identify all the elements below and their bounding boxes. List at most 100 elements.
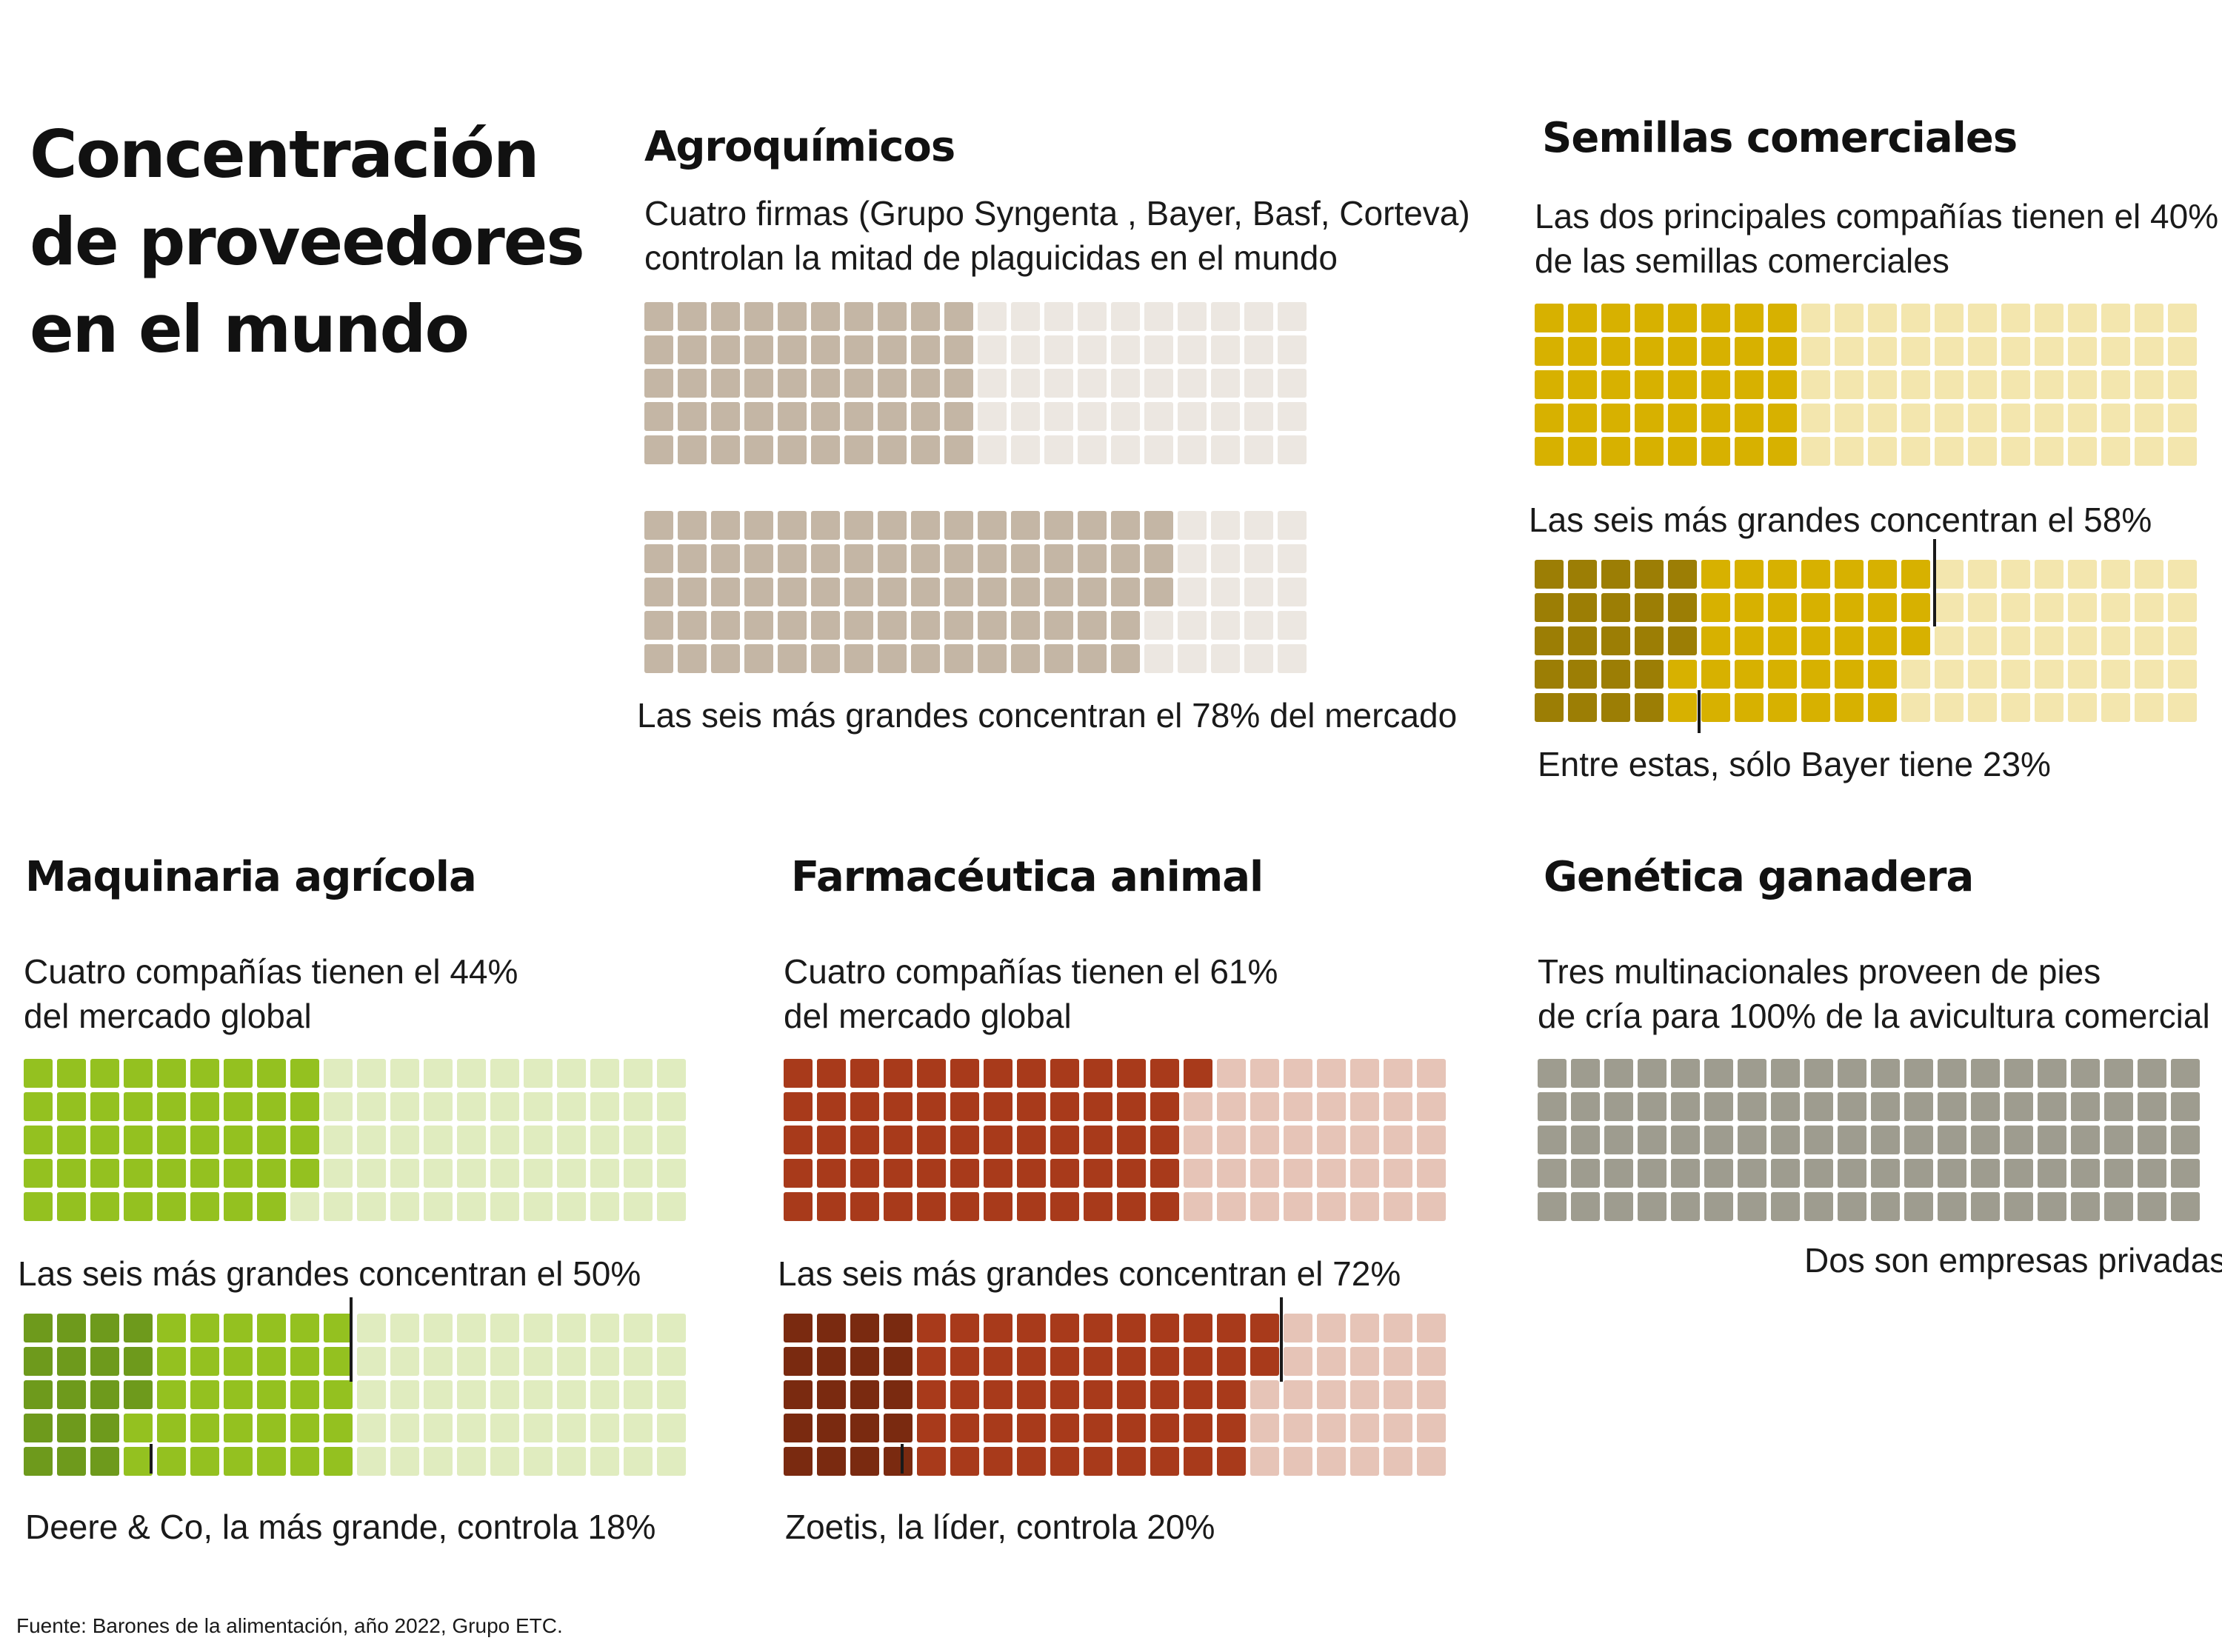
waffle-cell-empty — [557, 1126, 586, 1154]
waffle-cell-segment-1 — [744, 578, 773, 606]
waffle-cell-segment-2 — [1050, 1314, 1079, 1342]
waffle-cell-segment-1 — [1144, 578, 1173, 606]
waffle-cell-empty — [457, 1447, 486, 1476]
waffle-cell-empty — [557, 1314, 586, 1342]
waffle-cell-segment-2 — [1017, 1347, 1046, 1376]
waffle-cell-empty — [1278, 402, 1307, 431]
waffle-cell-empty — [424, 1347, 453, 1376]
waffle-cell-segment-2 — [290, 1447, 319, 1476]
waffle-cell-segment-1 — [1078, 511, 1107, 540]
waffle-cell-empty — [624, 1414, 653, 1442]
waffle-cell-segment-1 — [1017, 1126, 1046, 1154]
waffle-cell-empty — [590, 1380, 619, 1409]
waffle-cell-segment-1 — [744, 644, 773, 673]
semillas-title: Semillas comerciales — [1542, 114, 2018, 162]
waffle-cell-empty — [1217, 1092, 1246, 1121]
waffle-cell-segment-1 — [1571, 1059, 1600, 1088]
waffle-cell-empty — [1935, 337, 1964, 366]
waffle-cell-empty — [1350, 1092, 1379, 1121]
waffle-cell-segment-1 — [1568, 337, 1597, 366]
waffle-cell-empty — [1211, 402, 1240, 431]
waffle-cell-segment-2 — [157, 1447, 186, 1476]
waffle-cell-segment-2 — [950, 1314, 979, 1342]
waffle-cell-empty — [2101, 660, 2130, 689]
farma-description-line-1: Cuatro compañías tienen el 61% — [784, 952, 1278, 991]
waffle-cell-segment-1 — [24, 1447, 53, 1476]
waffle-cell-segment-1 — [2038, 1092, 2066, 1121]
waffle-cell-segment-1 — [678, 335, 707, 364]
waffle-cell-empty — [657, 1380, 686, 1409]
waffle-cell-segment-1 — [257, 1159, 286, 1188]
waffle-cell-empty — [657, 1059, 686, 1088]
waffle-cell-segment-2 — [1768, 560, 1797, 589]
waffle-cell-segment-2 — [290, 1314, 319, 1342]
waffle-cell-empty — [1384, 1192, 1412, 1221]
waffle-cell-empty — [1801, 437, 1830, 466]
waffle-cell-segment-1 — [190, 1192, 219, 1221]
waffle-cell-segment-1 — [1668, 437, 1697, 466]
waffle-cell-empty — [1968, 337, 1997, 366]
waffle-cell-empty — [2135, 626, 2163, 655]
waffle-cell-segment-1 — [1804, 1192, 1833, 1221]
waffle-cell-empty — [1178, 435, 1207, 464]
waffle-cell-empty — [1350, 1347, 1379, 1376]
waffle-cell-segment-2 — [1668, 660, 1697, 689]
waffle-cell-segment-1 — [911, 611, 940, 640]
waffle-cell-empty — [1901, 437, 1930, 466]
waffle-cell-segment-2 — [950, 1414, 979, 1442]
waffle-cell-segment-1 — [878, 402, 907, 431]
waffle-cell-segment-1 — [24, 1159, 53, 1188]
waffle-cell-segment-1 — [1535, 437, 1564, 466]
waffle-cell-empty — [524, 1092, 553, 1121]
waffle-cell-segment-1 — [984, 1059, 1012, 1088]
waffle-cell-segment-1 — [2138, 1159, 2166, 1188]
waffle-cell-segment-1 — [2004, 1059, 2033, 1088]
waffle-cell-empty — [1244, 369, 1273, 398]
waffle-cell-segment-1 — [744, 335, 773, 364]
waffle-cell-empty — [1217, 1159, 1246, 1188]
waffle-cell-segment-1 — [2138, 1092, 2166, 1121]
waffle-cell-empty — [324, 1059, 353, 1088]
waffle-cell-empty — [1278, 302, 1307, 331]
waffle-cell-empty — [457, 1380, 486, 1409]
waffle-cell-empty — [524, 1447, 553, 1476]
waffle-cell-empty — [1284, 1447, 1312, 1476]
waffle-cell-empty — [1078, 335, 1107, 364]
waffle-cell-segment-2 — [224, 1314, 253, 1342]
waffle-cell-segment-1 — [1871, 1092, 1900, 1121]
waffle-cell-empty — [2168, 370, 2197, 399]
waffle-cell-segment-1 — [944, 611, 973, 640]
waffle-cell-segment-1 — [224, 1192, 253, 1221]
waffle-cell-empty — [1078, 369, 1107, 398]
waffle-cell-empty — [1317, 1059, 1346, 1088]
waffle-cell-empty — [1801, 304, 1830, 332]
waffle-cell-empty — [1317, 1314, 1346, 1342]
waffle-cell-segment-1 — [124, 1092, 153, 1121]
waffle-cell-segment-1 — [711, 611, 740, 640]
waffle-cell-empty — [2168, 660, 2197, 689]
waffle-cell-segment-1 — [984, 1192, 1012, 1221]
waffle-cell-empty — [1278, 578, 1307, 606]
waffle-cell-segment-1 — [1771, 1059, 1800, 1088]
waffle-cell-segment-1 — [711, 511, 740, 540]
waffle-cell-segment-1 — [917, 1059, 946, 1088]
waffle-cell-empty — [1144, 369, 1173, 398]
waffle-cell-empty — [1044, 302, 1073, 331]
semillas-description: Las dos principales compañías tienen el … — [1535, 194, 2222, 283]
waffle-cell-empty — [1868, 437, 1897, 466]
waffle-cell-empty — [324, 1192, 353, 1221]
waffle-cell-segment-1 — [811, 335, 840, 364]
waffle-cell-segment-1 — [1601, 593, 1630, 622]
waffle-cell-empty — [624, 1092, 653, 1121]
waffle-cell-segment-1 — [1535, 660, 1564, 689]
waffle-cell-segment-2 — [190, 1447, 219, 1476]
waffle-cell-empty — [390, 1447, 419, 1476]
waffle-cell-empty — [1011, 369, 1040, 398]
waffle-cell-segment-1 — [944, 644, 973, 673]
waffle-cell-segment-2 — [984, 1414, 1012, 1442]
waffle-cell-segment-2 — [950, 1347, 979, 1376]
waffle-cell-segment-1 — [644, 369, 673, 398]
waffle-cell-segment-1 — [1701, 337, 1730, 366]
semillas-bayer-leader-line — [1698, 690, 1701, 733]
waffle-cell-empty — [2101, 437, 2130, 466]
